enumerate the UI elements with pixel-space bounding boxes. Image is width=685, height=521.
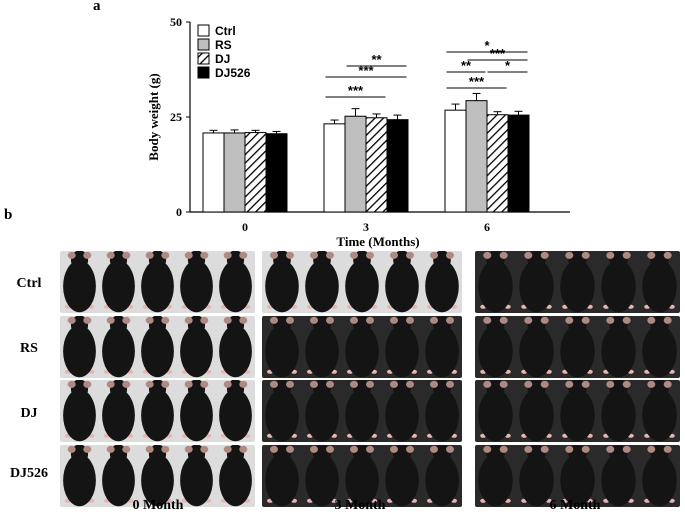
bar-rs-3 xyxy=(344,115,367,213)
legend-swatch-dj xyxy=(197,52,210,65)
mouse-photo-ctrl-3-month xyxy=(262,251,462,313)
x-tick-label: 0 xyxy=(242,220,248,234)
mouse-photo-dj-3-month xyxy=(262,380,462,442)
legend-swatch-ctrl xyxy=(197,24,210,37)
column-label-6-month: 6 Month xyxy=(549,498,601,513)
mouse-photo-dj526-0-month xyxy=(60,445,255,507)
legend-label-rs: RS xyxy=(215,38,232,52)
mouse-photo-rs-0-month xyxy=(60,316,255,378)
bar-ctrl-6 xyxy=(444,109,467,213)
mouse-photo-ctrl-0-month xyxy=(60,251,255,313)
bar-ctrl-3 xyxy=(323,123,346,213)
bar-rs-0 xyxy=(223,132,246,213)
mouse-photo-dj526-3-month xyxy=(262,445,462,507)
legend-label-ctrl: Ctrl xyxy=(215,24,236,38)
column-label-3-month: 3 Month xyxy=(334,498,386,513)
bar-dj526-0 xyxy=(265,133,288,213)
significance-label: *** xyxy=(358,63,374,78)
significance-label: * xyxy=(505,58,511,73)
column-label-0-month: 0 Month xyxy=(132,498,184,513)
bar-dj526-6 xyxy=(507,114,530,213)
mouse-photo-rs-3-month xyxy=(262,316,462,378)
y-tick-label: 50 xyxy=(170,15,182,29)
mouse-photo-rs-6-month xyxy=(475,316,680,378)
x-axis-label: Time (Months) xyxy=(336,234,419,249)
legend-label-dj526: DJ526 xyxy=(215,66,251,80)
legend-swatch-dj526 xyxy=(197,66,210,79)
y-tick-label: 0 xyxy=(176,205,182,219)
bar-dj-0 xyxy=(244,132,267,213)
mouse-photo-ctrl-6-month xyxy=(475,251,680,313)
bar-rs-6 xyxy=(465,100,488,213)
y-tick-label: 25 xyxy=(170,110,182,124)
legend-swatch-rs xyxy=(197,38,210,51)
row-label-rs: RS xyxy=(20,341,38,356)
significance-label: *** xyxy=(469,74,485,89)
significance-label: *** xyxy=(490,46,506,61)
mouse-photo-dj-0-month xyxy=(60,380,255,442)
significance-label: ** xyxy=(461,58,472,73)
row-label-dj526: DJ526 xyxy=(9,466,49,481)
significance-label: ** xyxy=(371,52,382,67)
significance-label: * xyxy=(484,38,490,53)
mouse-photo-dj526-6-month xyxy=(475,445,680,507)
row-label-ctrl: Ctrl xyxy=(16,276,42,291)
row-label-dj: DJ xyxy=(20,406,38,421)
bar-dj-3 xyxy=(365,117,388,213)
significance-label: *** xyxy=(348,83,364,98)
x-tick-label: 6 xyxy=(484,220,490,234)
bar-dj-6 xyxy=(486,114,509,213)
panel-a-letter: a xyxy=(93,0,101,14)
bar-ctrl-0 xyxy=(202,132,225,213)
mouse-photo-dj-6-month xyxy=(475,380,680,442)
x-tick-label: 3 xyxy=(363,220,369,234)
y-axis-label: Body weight (g) xyxy=(146,73,161,160)
bar-dj526-3 xyxy=(386,119,409,213)
body-weight-chart: 0 25 50 Body weight (g) Time (Months) 0 3 6 Ctrl… xyxy=(146,15,570,249)
panel-b-letter: b xyxy=(4,207,13,223)
legend-label-dj: DJ xyxy=(215,52,230,66)
